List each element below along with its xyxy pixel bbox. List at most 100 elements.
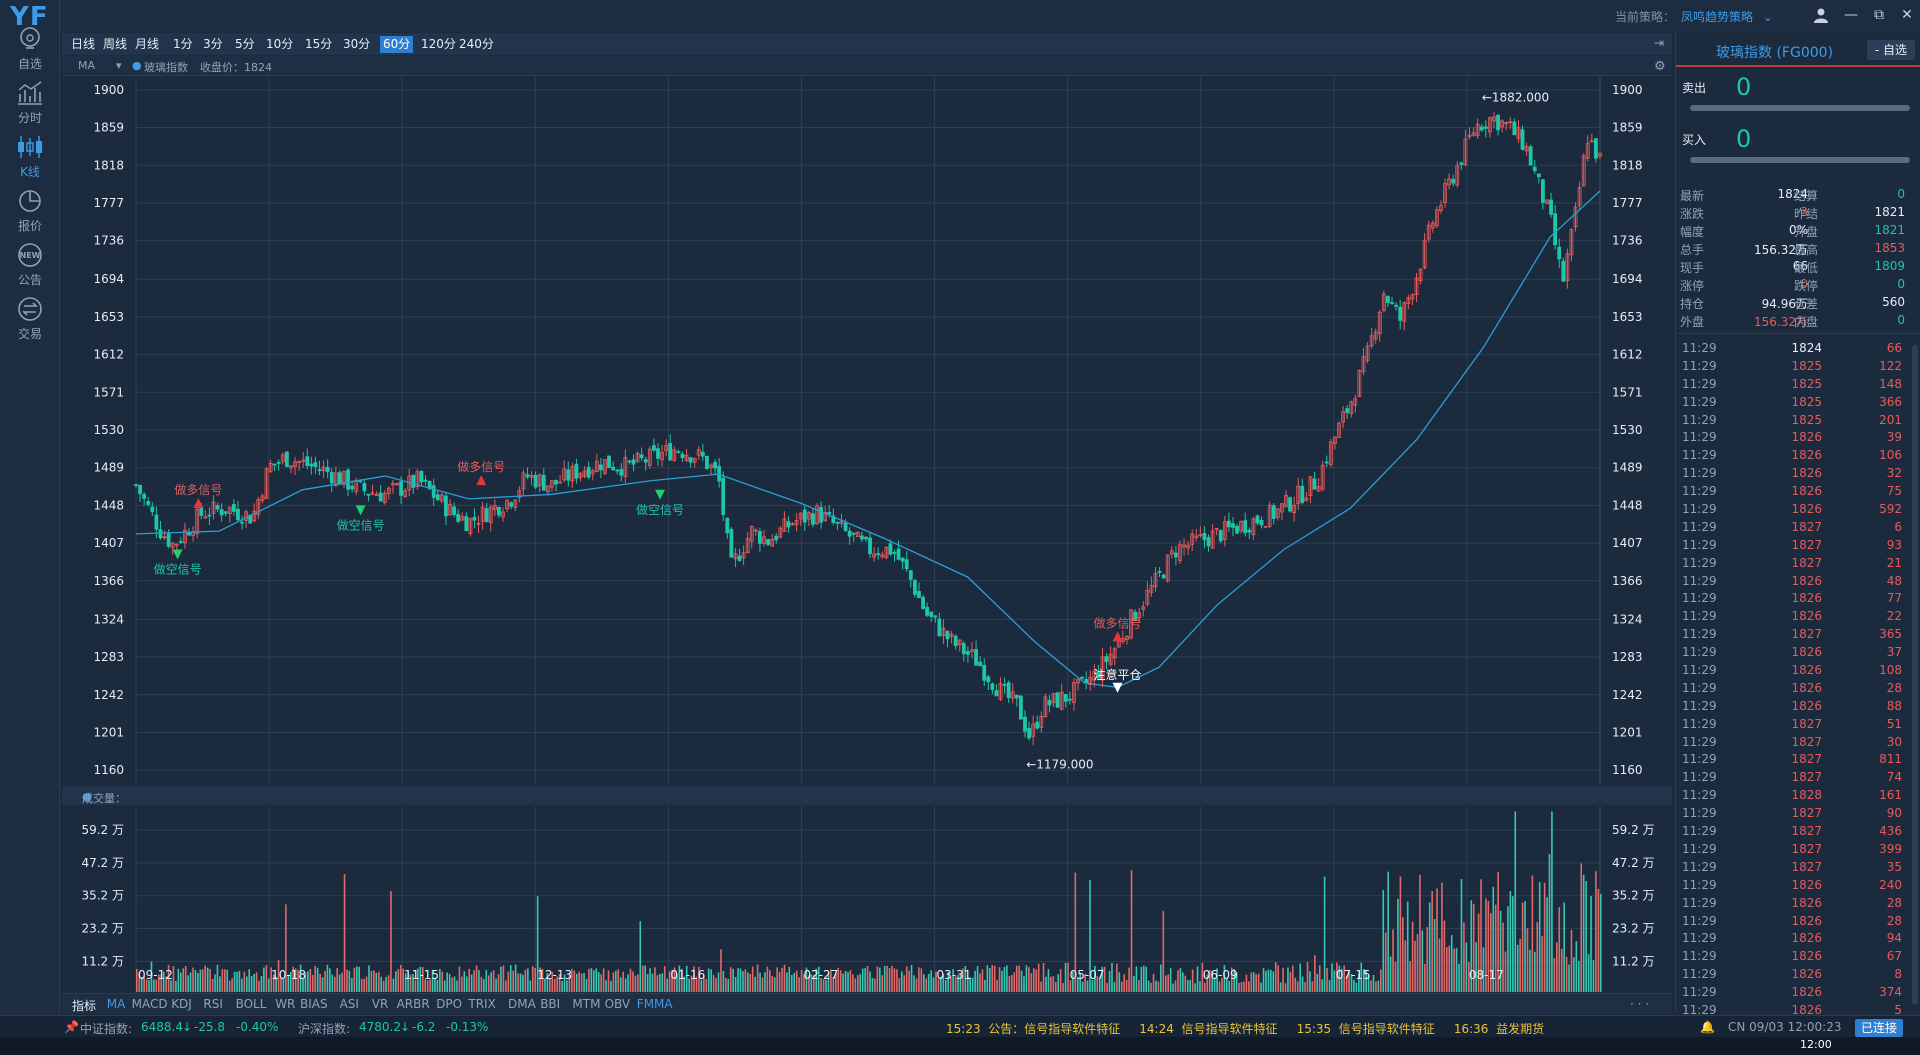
nav-item-news[interactable]: NEW 公告 bbox=[0, 242, 60, 304]
signal-marker[interactable]: 注意平仓 bbox=[1094, 667, 1142, 693]
tick-price: 1826 bbox=[1791, 609, 1822, 624]
tick-list[interactable]: 11:29 1824 66 11:29 1825 122 11:29 1825 148 11:29… bbox=[1676, 339, 1910, 1019]
candle-body bbox=[1455, 165, 1460, 186]
indicator-tab[interactable]: TRIX bbox=[468, 997, 496, 1011]
volume-bar bbox=[1042, 962, 1045, 992]
tick-time: 11:29 bbox=[1682, 341, 1717, 355]
tick-time: 11:29 bbox=[1682, 466, 1717, 481]
period-tab[interactable]: 10分 bbox=[266, 37, 294, 51]
volume-bar bbox=[1270, 969, 1272, 992]
gear-icon[interactable]: ⚙ bbox=[1654, 59, 1666, 74]
period-tab[interactable]: 周线 bbox=[103, 37, 128, 51]
volume-bar bbox=[1340, 968, 1343, 992]
volume-bar bbox=[1062, 983, 1064, 992]
volume-bar bbox=[1089, 879, 1091, 992]
restore-icon[interactable]: ⧉ bbox=[1874, 7, 1884, 23]
signal-marker[interactable]: 做多信号 bbox=[1094, 615, 1142, 642]
signal-marker[interactable]: 做空信号 bbox=[636, 489, 684, 517]
candle-body bbox=[1002, 684, 1007, 686]
minimize-icon[interactable]: — bbox=[1844, 7, 1858, 23]
signal-marker[interactable]: 做多信号 bbox=[174, 482, 222, 509]
tick-time: 11:29 bbox=[1682, 412, 1717, 427]
indicator-tab[interactable]: VR bbox=[371, 997, 389, 1011]
volume-bar bbox=[1106, 982, 1108, 992]
period-tab[interactable]: 240分 bbox=[459, 37, 494, 51]
period-tab[interactable]: 15分 bbox=[305, 37, 333, 51]
indicator-tab[interactable]: OBV bbox=[604, 997, 631, 1011]
tick-volume: 88 bbox=[1886, 698, 1902, 713]
tick-volume: 399 bbox=[1879, 841, 1902, 856]
nav-item-timeshare[interactable]: 分时 bbox=[0, 80, 60, 142]
user-icon[interactable] bbox=[1810, 4, 1832, 26]
volume-bar bbox=[1333, 970, 1336, 992]
candle-body bbox=[790, 523, 795, 526]
tick-price: 1826 bbox=[1791, 663, 1822, 678]
y-tick-label-right: 1571 bbox=[1612, 385, 1643, 399]
indicator-tab[interactable]: ASI bbox=[339, 997, 359, 1011]
bell-icon[interactable]: 🔔 bbox=[1700, 1020, 1715, 1034]
signal-marker[interactable]: 做空信号 bbox=[337, 505, 385, 532]
period-tab[interactable]: 120分 bbox=[421, 37, 456, 51]
quote-key: 仓差 bbox=[1794, 297, 1819, 311]
candle-body bbox=[1471, 132, 1476, 136]
more-icon[interactable]: · · · bbox=[1630, 997, 1650, 1011]
period-tab[interactable]: 1分 bbox=[173, 37, 193, 51]
volume-bar bbox=[1206, 974, 1209, 992]
indicator-tab[interactable]: MA bbox=[106, 997, 126, 1011]
tick-volume: 32 bbox=[1886, 466, 1902, 481]
nav-item-quote[interactable]: 报价 bbox=[0, 188, 60, 250]
indicator-tab[interactable]: ARBR bbox=[396, 997, 430, 1011]
volume-tick-label: 11.2 万 bbox=[81, 954, 124, 968]
collapse-icon[interactable]: ⇥ bbox=[1653, 36, 1664, 50]
period-tab[interactable]: 日线 bbox=[71, 37, 96, 51]
indicator-tab[interactable]: DPO bbox=[436, 997, 463, 1011]
indicator-select[interactable]: MA bbox=[78, 59, 96, 72]
volume-bar bbox=[338, 974, 341, 992]
close-icon[interactable]: ✕ bbox=[1901, 7, 1913, 23]
strategy-selector[interactable]: 当前策略： 凤鸣趋势策略 ⌄ bbox=[1615, 8, 1773, 25]
indicator-tab[interactable]: KDJ bbox=[171, 997, 192, 1011]
remove-watch-button[interactable]: - 自选 bbox=[1866, 40, 1915, 60]
indicator-tab[interactable]: FMMA bbox=[636, 997, 673, 1011]
volume-bar bbox=[954, 976, 957, 992]
volume-chart[interactable]: 59.2 万 59.2 万 47.2 万 47.2 万 35.2 万 35.2 万 23.2… bbox=[62, 806, 1672, 992]
candle-body bbox=[236, 508, 240, 520]
indicator-tab[interactable]: 指标 bbox=[72, 999, 97, 1013]
tick-scrollbar[interactable] bbox=[1912, 345, 1918, 1005]
down-arrow-icon: ↓ bbox=[400, 1020, 411, 1034]
volume-bar bbox=[1370, 980, 1372, 992]
y-tick-label-right: 1448 bbox=[1612, 498, 1643, 512]
candle-body bbox=[134, 484, 138, 487]
volume-bar bbox=[143, 976, 145, 992]
period-tab[interactable]: 3分 bbox=[203, 37, 223, 51]
pin-icon[interactable]: 📌 bbox=[64, 1020, 79, 1034]
nav-item-trade[interactable]: 交易 bbox=[0, 296, 60, 358]
volume-bar bbox=[365, 976, 368, 992]
period-tab[interactable]: 30分 bbox=[343, 37, 371, 51]
indicator-tab[interactable]: MACD bbox=[131, 997, 168, 1011]
indicator-tab[interactable]: RSI bbox=[203, 997, 223, 1011]
volume-bar bbox=[231, 978, 233, 992]
nav-item-watchlist[interactable]: 自选 bbox=[0, 26, 60, 88]
nav-item-kline[interactable]: K线 bbox=[0, 134, 60, 196]
candle-body bbox=[831, 515, 836, 524]
period-tab[interactable]: 5分 bbox=[235, 37, 255, 51]
news-ticker[interactable]: 15:23 公告：信号指导软件特征 14:24 信号指导软件特征 15:35 信… bbox=[946, 1022, 1545, 1036]
indicator-tab[interactable]: BBI bbox=[540, 997, 561, 1011]
period-tab[interactable]: 60分 bbox=[380, 36, 414, 53]
indicator-tab[interactable]: BIAS bbox=[300, 997, 328, 1011]
indicator-tab[interactable]: WR bbox=[275, 997, 296, 1011]
volume-bar bbox=[930, 970, 932, 992]
indicator-tab[interactable]: DMA bbox=[508, 997, 536, 1011]
volume-bar bbox=[1108, 970, 1111, 992]
candlestick-chart[interactable]: 1900 1900 1859 1859 1818 1818 1777 1777 1736 1736… bbox=[62, 77, 1672, 783]
indicator-tab[interactable]: BOLL bbox=[235, 997, 267, 1011]
period-tab[interactable]: 月线 bbox=[135, 37, 160, 51]
quote-row: 涨停 0 跌停 0 bbox=[1676, 275, 1920, 293]
signal-marker[interactable]: 做空信号 bbox=[154, 549, 202, 577]
indicator-tab[interactable]: MTM bbox=[572, 997, 601, 1011]
chevron-down-icon[interactable]: ▾ bbox=[116, 59, 122, 72]
tick-price: 1826 bbox=[1791, 466, 1822, 481]
signal-marker[interactable]: 做多信号 bbox=[457, 459, 505, 486]
sell-bar bbox=[1690, 105, 1910, 111]
